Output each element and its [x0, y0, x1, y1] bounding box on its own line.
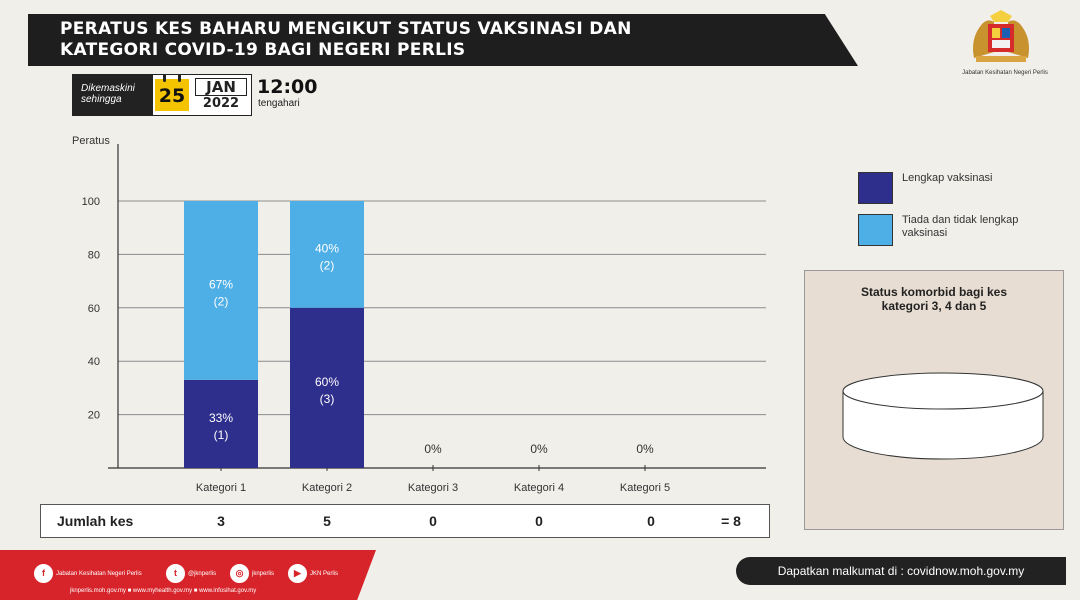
twitter-icon: t	[166, 564, 185, 583]
x-tick-label: Kategori 2	[302, 482, 352, 494]
total-sum: = 8	[721, 513, 741, 529]
bar-incomplete	[184, 201, 258, 380]
calendar-year: 2022	[202, 96, 240, 111]
data-label-percent: 60%	[315, 375, 339, 389]
title-line-2: KATEGORI COVID-19 BAGI NEGERI PERLIS	[60, 40, 466, 60]
update-time: 12:00	[257, 76, 318, 98]
social-facebook[interactable]: f Jabatan Kesihatan Negeri Perlis	[34, 564, 142, 583]
data-label-zero: 0%	[424, 442, 442, 456]
data-label-percent: 33%	[209, 411, 233, 425]
total-kategori-1: 3	[217, 513, 225, 529]
calendar-month: JAN	[195, 78, 247, 96]
bar-chart: 20 40 60 80 100 Peratus Kategori 1 33% (1) 67% (2)…	[72, 135, 766, 494]
data-label-count: (1)	[214, 428, 229, 442]
social-youtube[interactable]: ▶ JKN Perlis	[288, 564, 338, 583]
instagram-icon: ◎	[230, 564, 249, 583]
page-title: PERATUS KES BAHARU MENGIKUT STATUS VAKSI…	[60, 19, 760, 61]
total-kategori-2: 5	[323, 513, 331, 529]
x-tick-label: Kategori 4	[514, 482, 564, 494]
social-twitter-label: @jknperlis	[188, 570, 217, 577]
data-label-zero: 0%	[636, 442, 654, 456]
total-kategori-5: 0	[647, 513, 655, 529]
youtube-icon: ▶	[288, 564, 307, 583]
total-cases-row: Jumlah kes 3 5 0 0 0 = 8	[40, 504, 770, 538]
y-axis-label: Peratus	[72, 135, 110, 147]
comorbid-title-line-1: Status komorbid bagi kes	[860, 285, 1008, 299]
social-instagram[interactable]: ◎ jknperlis	[230, 564, 274, 583]
data-label-percent: 40%	[315, 241, 339, 255]
legend-item-complete: Lengkap vaksinasi	[858, 172, 1042, 204]
title-banner	[28, 14, 858, 66]
data-label-count: (3)	[320, 392, 335, 406]
calendar-day: 25	[155, 74, 189, 111]
legend-item-incomplete: Tiada dan tidak lengkap vaksinasi	[858, 214, 1042, 246]
footer-urls[interactable]: jknperlis.moh.gov.my ■ www.myhealth.gov.…	[70, 588, 257, 594]
social-facebook-label: Jabatan Kesihatan Negeri Perlis	[56, 570, 142, 577]
update-time-sub: tengahari	[258, 98, 300, 109]
total-label: Jumlah kes	[57, 513, 134, 529]
total-kategori-3: 0	[429, 513, 437, 529]
comorbid-title-line-2: kategori 3, 4 dan 5	[881, 299, 987, 313]
legend-swatch-incomplete	[858, 214, 893, 246]
legend-swatch-complete	[858, 172, 893, 204]
legend-label-complete: Lengkap vaksinasi	[902, 172, 993, 184]
y-tick-label: 60	[88, 303, 100, 315]
facebook-icon: f	[34, 564, 53, 583]
calendar-month-year: JAN 2022	[195, 78, 247, 112]
comorbid-panel: Status komorbid bagi kes kategori 3, 4 d…	[804, 270, 1064, 530]
bar-incomplete	[290, 201, 364, 308]
department-caption: Jabatan Kesihatan Negeri Perlis	[962, 70, 1048, 76]
empty-pie-cylinder-icon	[842, 372, 1044, 460]
data-label-count: (2)	[320, 258, 335, 272]
data-label-count: (2)	[214, 294, 229, 308]
update-label-line-1: Dikemaskini	[81, 83, 135, 94]
y-tick-label: 20	[88, 410, 100, 422]
update-badge: Dikemaskini sehingga 25 JAN 2022	[72, 74, 252, 116]
update-label-line-2: sehingga	[81, 94, 122, 105]
social-instagram-label: jknperlis	[252, 570, 275, 577]
coat-of-arms-icon	[973, 10, 1029, 62]
bar-complete	[184, 379, 258, 468]
social-youtube-label: JKN Perlis	[310, 570, 339, 577]
x-tick-label: Kategori 1	[196, 482, 246, 494]
bar-complete	[290, 307, 364, 468]
info-link[interactable]: Dapatkan malkumat di : covidnow.moh.gov.…	[736, 557, 1066, 585]
data-label-zero: 0%	[530, 442, 548, 456]
update-label: Dikemaskini sehingga	[73, 75, 153, 115]
y-tick-label: 100	[82, 196, 100, 208]
x-tick-label: Kategori 5	[620, 482, 670, 494]
y-tick-label: 40	[88, 356, 100, 368]
comorbid-title: Status komorbid bagi kes kategori 3, 4 d…	[825, 285, 1043, 313]
footer-red-band	[0, 550, 376, 600]
y-tick-label: 80	[88, 249, 100, 261]
data-label-percent: 67%	[209, 277, 233, 291]
legend-label-incomplete: Tiada dan tidak lengkap vaksinasi	[902, 214, 1019, 239]
x-tick-label: Kategori 3	[408, 482, 458, 494]
social-twitter[interactable]: t @jknperlis	[166, 564, 216, 583]
title-line-1: PERATUS KES BAHARU MENGIKUT STATUS VAKSI…	[60, 19, 632, 39]
total-kategori-4: 0	[535, 513, 543, 529]
